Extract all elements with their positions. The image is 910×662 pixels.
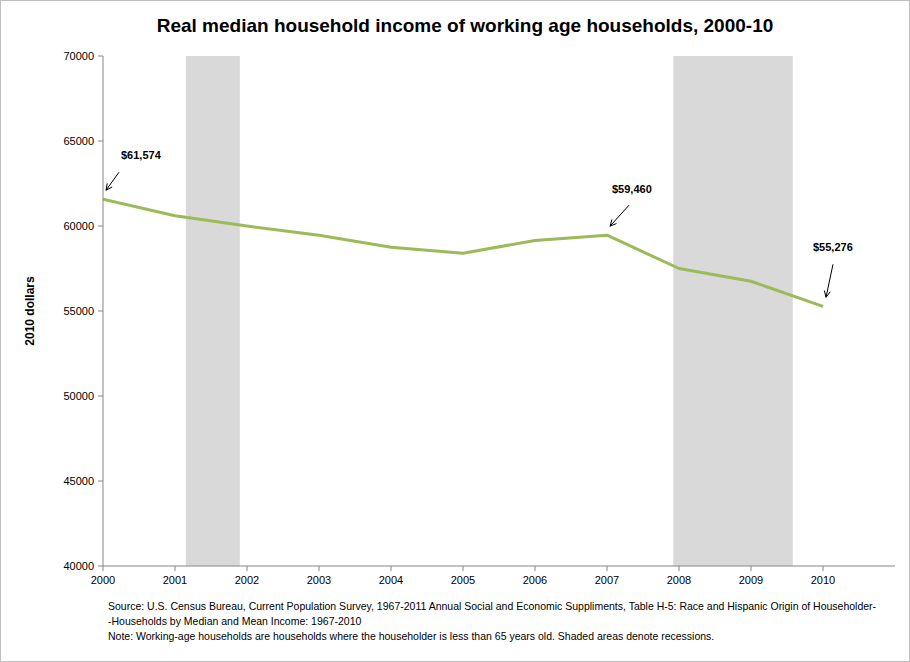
y-tick-label: 60000 (63, 220, 94, 232)
label-arrowhead (610, 219, 616, 226)
y-tick-label: 45000 (63, 475, 94, 487)
data-labels: $61,574 $59,460 $55,276 (106, 149, 853, 297)
y-tick-label: 40000 (63, 560, 94, 572)
data-label: $55,276 (813, 241, 853, 253)
x-tick (751, 566, 752, 571)
y-tick-label: 50000 (63, 390, 94, 402)
x-tick (823, 566, 824, 571)
x-tick (679, 566, 680, 571)
y-tick (98, 566, 103, 567)
y-tick (98, 481, 103, 482)
y-tick-label: 70000 (63, 50, 94, 62)
y-tick (98, 311, 103, 312)
y-tick (98, 56, 103, 57)
x-tick (247, 566, 248, 571)
x-tick-label: 2001 (163, 574, 187, 586)
label-arrowhead (824, 291, 830, 298)
x-tick (463, 566, 464, 571)
label-arrow (106, 172, 119, 190)
x-tick-label: 2009 (739, 574, 763, 586)
data-line (103, 199, 823, 306)
footnote: Note: Working-age households are househo… (108, 630, 714, 642)
x-tick-label: 2004 (379, 574, 403, 586)
label-arrowhead (106, 183, 112, 190)
x-tick-label: 2003 (307, 574, 331, 586)
y-tick (98, 396, 103, 397)
y-tick (98, 226, 103, 227)
chart-frame (1, 1, 910, 662)
x-tick (103, 566, 104, 571)
label-arrow (610, 205, 629, 226)
plot-area (103, 56, 823, 566)
x-tick-label: 2006 (523, 574, 547, 586)
y-tick-label: 65000 (63, 135, 94, 147)
footnote: Source: U.S. Census Bureau, Current Popu… (108, 600, 877, 612)
recession-band (673, 56, 793, 566)
y-tick-label: 55000 (63, 305, 94, 317)
title: Real median household income of working … (157, 15, 774, 36)
x-tick-label: 2008 (667, 574, 691, 586)
x-axis-line (103, 566, 895, 567)
x-tick-label: 2002 (235, 574, 259, 586)
y-axis-title: 2010 dollars (23, 276, 37, 346)
x-tick (175, 566, 176, 571)
x-tick (535, 566, 536, 571)
x-tick (319, 566, 320, 571)
recession-band (186, 56, 240, 566)
x-tick-label: 2005 (451, 574, 475, 586)
data-label: $61,574 (121, 149, 162, 161)
chart-root: Real median household income of working … (0, 0, 910, 662)
x-tick (391, 566, 392, 571)
y-tick (98, 141, 103, 142)
footnote: -Households by Median and Mean Income: 1… (108, 615, 361, 627)
data-label: $59,460 (612, 183, 652, 195)
x-tick-label: 2010 (811, 574, 835, 586)
x-tick-label: 2000 (91, 574, 115, 586)
axes: 40000 45000 50000 55000 60000 65000 70000 2000 2… (63, 50, 895, 586)
chart-svg: Real median household income of working … (0, 0, 910, 662)
x-tick-label: 2007 (595, 574, 619, 586)
x-tick (607, 566, 608, 571)
